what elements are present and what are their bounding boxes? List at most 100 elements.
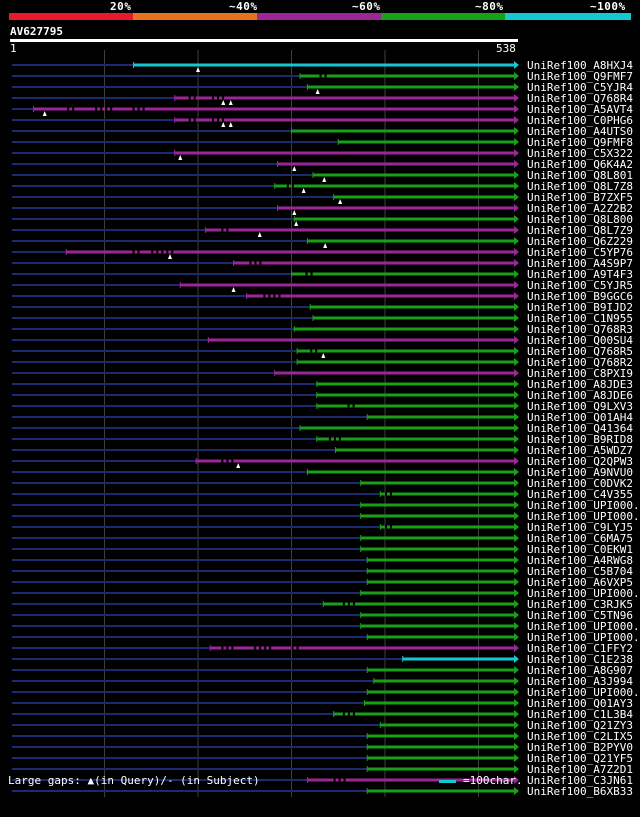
hit-label: UniRef100_UPI000.. [527,631,640,644]
hit-end-arrow [514,490,519,498]
hit-label: UniRef100_A8G907 [527,664,633,677]
query-gap-marker [221,122,226,127]
hit-end-arrow [514,61,519,69]
hit-label: UniRef100_Q8L800 [527,213,633,226]
hit-label: UniRef100_A7Z2D1 [527,763,633,776]
coverage-label-80: ~80% [475,0,504,13]
hit-label: UniRef100_Q8L7Z8 [527,180,633,193]
hit-label: UniRef100_Q9FMF7 [527,70,633,83]
hit-label: UniRef100_C1N955 [527,312,633,325]
hit-end-arrow [514,611,519,619]
hit-label: UniRef100_A4RWG8 [527,554,633,567]
hit-label: UniRef100_C5X322 [527,147,633,160]
query-gap-marker [321,353,326,358]
hit-label: UniRef100_C0EKW1 [527,543,633,556]
hit-end-arrow [514,292,519,300]
coverage-band-80 [381,13,505,20]
hit-end-arrow [514,732,519,740]
hit-end-arrow [514,666,519,674]
query-gap-marker [292,210,297,215]
hit-end-arrow [514,468,519,476]
hit-label: UniRef100_B9RID8 [527,433,633,446]
hit-end-arrow [514,314,519,322]
hit-label: UniRef100_B9IJD2 [527,301,633,314]
hit-end-arrow [514,160,519,168]
query-gap-marker [228,100,233,105]
hit-end-arrow [514,336,519,344]
hit-label: UniRef100_Q8L801 [527,169,633,182]
hit-label: UniRef100_A4S9P7 [527,257,633,270]
hit-end-arrow [514,303,519,311]
hit-label: UniRef100_A8HXJ4 [527,59,633,72]
hit-label: UniRef100_A3J994 [527,675,633,688]
hit-end-arrow [514,72,519,80]
hit-end-arrow [514,215,519,223]
hit-end-arrow [514,347,519,355]
query-gap-marker [292,166,297,171]
hit-label: UniRef100_Q01AH4 [527,411,633,424]
hit-end-arrow [514,754,519,762]
hit-label: UniRef100_A5AVT4 [527,103,633,116]
hit-label: UniRef100_UPI000.. [527,510,640,523]
hit-end-arrow [514,94,519,102]
hit-label: UniRef100_C1L3B4 [527,708,633,721]
hit-end-arrow [514,138,519,146]
hit-label: UniRef100_C3JN61 [527,774,633,787]
hit-end-arrow [514,534,519,542]
hit-label: UniRef100_C5TN96 [527,609,633,622]
hit-label: UniRef100_Q2QPW3 [527,455,633,468]
coverage-label-60: ~60% [352,0,381,13]
hit-end-arrow [514,391,519,399]
query-gap-marker [315,89,320,94]
hit-end-arrow [514,710,519,718]
hit-label: UniRef100_Q41364 [527,422,633,435]
query-end-label: 538 [496,42,516,55]
hit-label: UniRef100_A8JDE6 [527,389,633,402]
query-start-label: 1 [10,42,17,55]
hit-end-arrow [514,435,519,443]
hit-label: UniRef100_Q00SU4 [527,334,633,347]
hit-end-arrow [514,721,519,729]
hit-end-arrow [514,237,519,245]
hit-label: UniRef100_Q9FMF8 [527,136,633,149]
hit-label: UniRef100_Q6K4A2 [527,158,633,171]
hit-end-arrow [514,743,519,751]
coverage-label-40: ~40% [229,0,258,13]
hit-label: UniRef100_Q21ZY3 [527,719,633,732]
hit-end-arrow [514,226,519,234]
hit-label: UniRef100_A8JDE3 [527,378,633,391]
hit-end-arrow [514,193,519,201]
hit-label: UniRef100_Q768R5 [527,345,633,358]
hit-label: UniRef100_B9GGC6 [527,290,633,303]
query-gap-marker [322,177,327,182]
query-gap-marker [236,463,241,468]
hit-end-arrow [514,281,519,289]
hit-end-arrow [514,171,519,179]
hit-end-arrow [514,116,519,124]
hit-label: UniRef100_Q6Z229 [527,235,633,248]
query-gap-marker [228,122,233,127]
hit-end-arrow [514,688,519,696]
hit-label: UniRef100_C0DVK2 [527,477,633,490]
query-gap-marker [338,199,343,204]
hit-end-arrow [514,358,519,366]
query-gap-marker [323,243,328,248]
coverage-band-40 [133,13,257,20]
hit-end-arrow [514,644,519,652]
hit-label: UniRef100_C9LYJ5 [527,521,633,534]
hit-label: UniRef100_C1E238 [527,653,633,666]
query-gap-marker [257,232,262,237]
hit-label: UniRef100_A5WDZ7 [527,444,633,457]
hit-label: UniRef100_C1FFY2 [527,642,633,655]
hit-label: UniRef100_UPI000.. [527,620,640,633]
hit-end-arrow [514,402,519,410]
hit-label: UniRef100_C5B704 [527,565,633,578]
hit-end-arrow [514,578,519,586]
hit-end-arrow [514,567,519,575]
query-gap-marker [167,254,172,259]
hit-end-arrow [514,787,519,795]
hit-end-arrow [514,369,519,377]
coverage-band-60 [257,13,381,20]
